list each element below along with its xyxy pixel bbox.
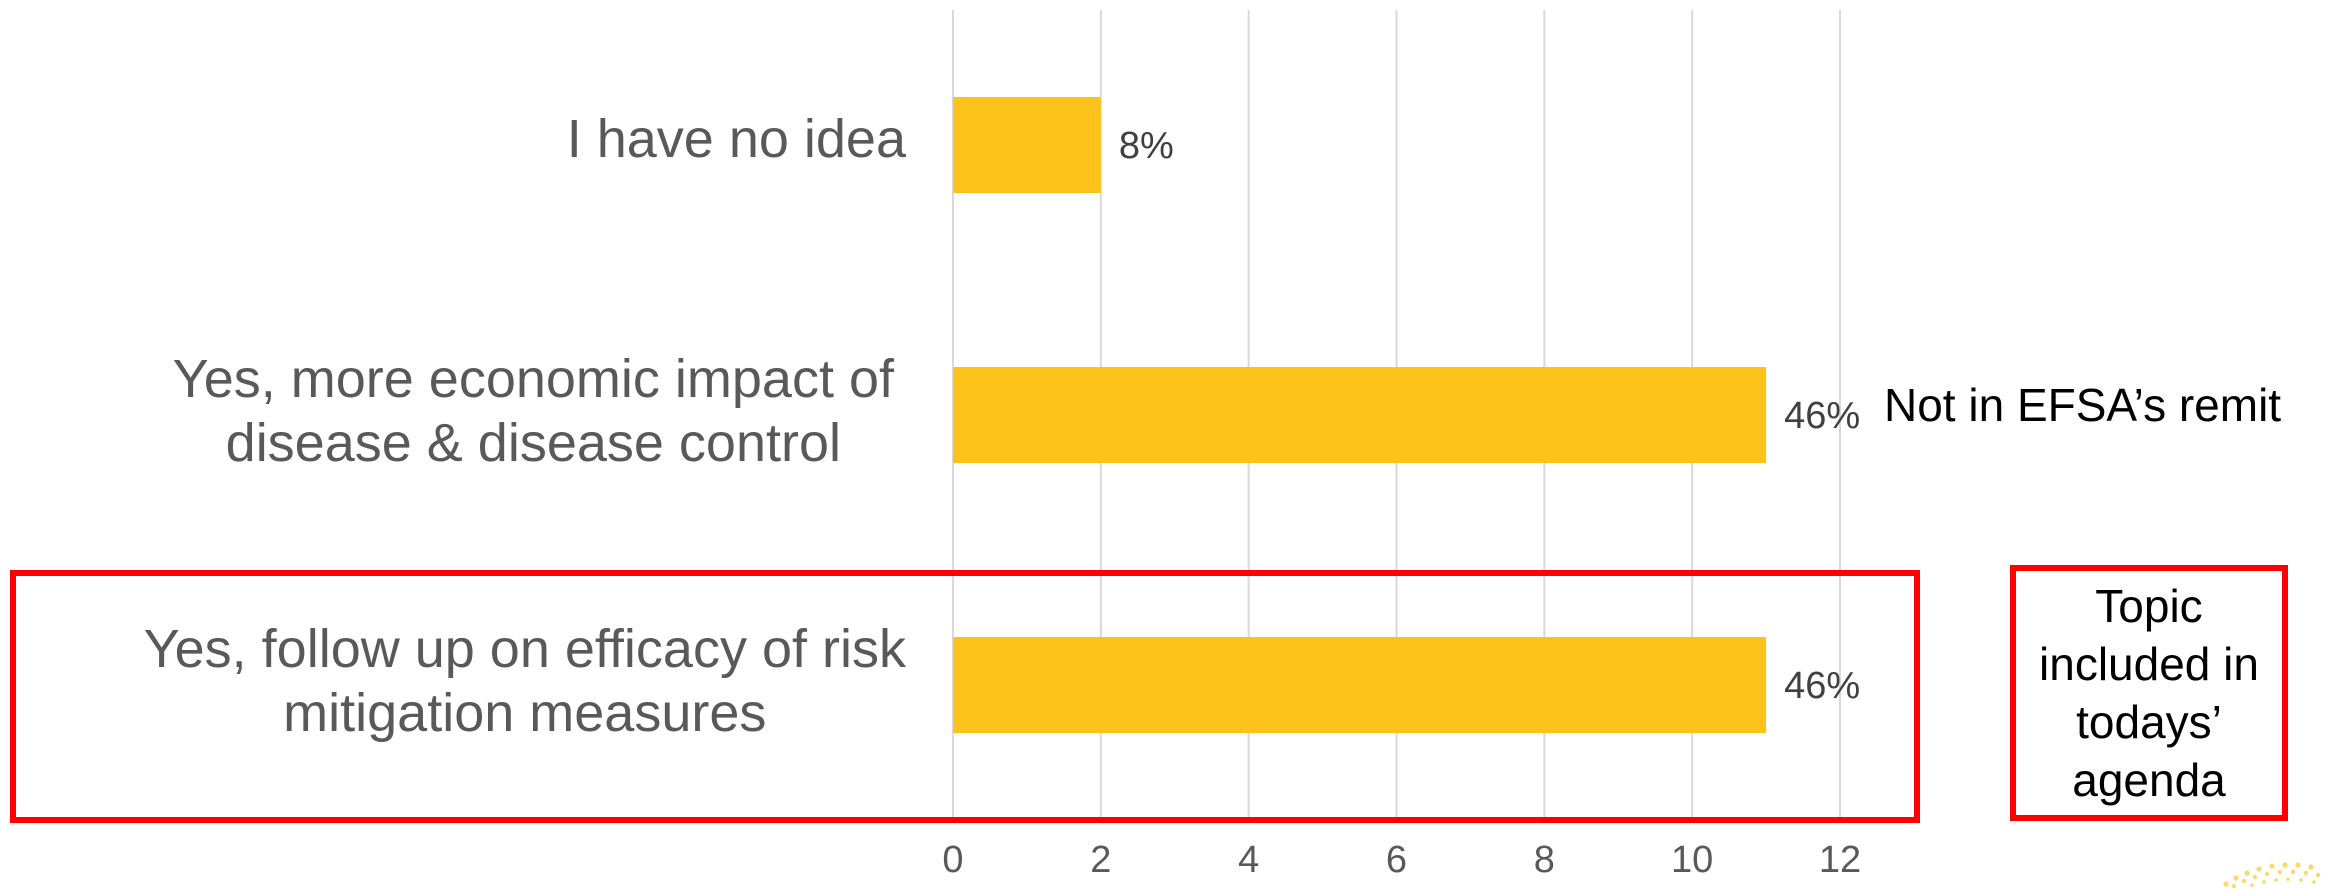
- category-label-2-line-2: disease & disease control: [225, 413, 842, 473]
- x-tick-label-6: 12: [1819, 839, 1861, 881]
- data-label-2: 46%: [1784, 395, 1860, 437]
- agenda-note: Topic included in todays’ agenda: [2039, 577, 2259, 809]
- agenda-note-line-1: Topic: [2095, 580, 2203, 632]
- x-tick-label-3: 6: [1386, 839, 1407, 881]
- category-label-3-line-1: Yes, follow up on efficacy of risk: [143, 619, 906, 679]
- x-tick-label-1: 2: [1090, 839, 1111, 881]
- bar-2: [953, 367, 1767, 463]
- category-label-1-line-1: I have no idea: [566, 109, 906, 169]
- x-tick-label-5: 10: [1671, 839, 1713, 881]
- x-tick-label-4: 8: [1534, 839, 1555, 881]
- agenda-note-line-4: agenda: [2072, 754, 2226, 806]
- data-label-1: 8%: [1119, 125, 1174, 167]
- x-tick-label-0: 0: [942, 839, 963, 881]
- agenda-note-line-3: todays’: [2076, 696, 2222, 748]
- data-label-3: 46%: [1784, 665, 1860, 707]
- category-label-1: I have no idea: [567, 107, 906, 171]
- category-label-3: Yes, follow up on efficacy of risk mitig…: [144, 617, 906, 745]
- agenda-note-box: Topic included in todays’ agenda: [2010, 565, 2288, 821]
- category-label-3-line-2: mitigation measures: [283, 683, 767, 743]
- x-tick-label-2: 4: [1238, 839, 1259, 881]
- bar-3: [953, 637, 1767, 733]
- logo-mark-icon: [2223, 862, 2321, 888]
- category-label-2: Yes, more economic impact of disease & d…: [173, 347, 894, 475]
- remit-note: Not in EFSA’s remit: [1884, 379, 2282, 431]
- bar-1: [953, 97, 1101, 193]
- category-label-2-line-1: Yes, more economic impact of: [172, 349, 894, 409]
- highlight-box: [10, 570, 1920, 823]
- agenda-note-line-2: included in: [2039, 638, 2259, 690]
